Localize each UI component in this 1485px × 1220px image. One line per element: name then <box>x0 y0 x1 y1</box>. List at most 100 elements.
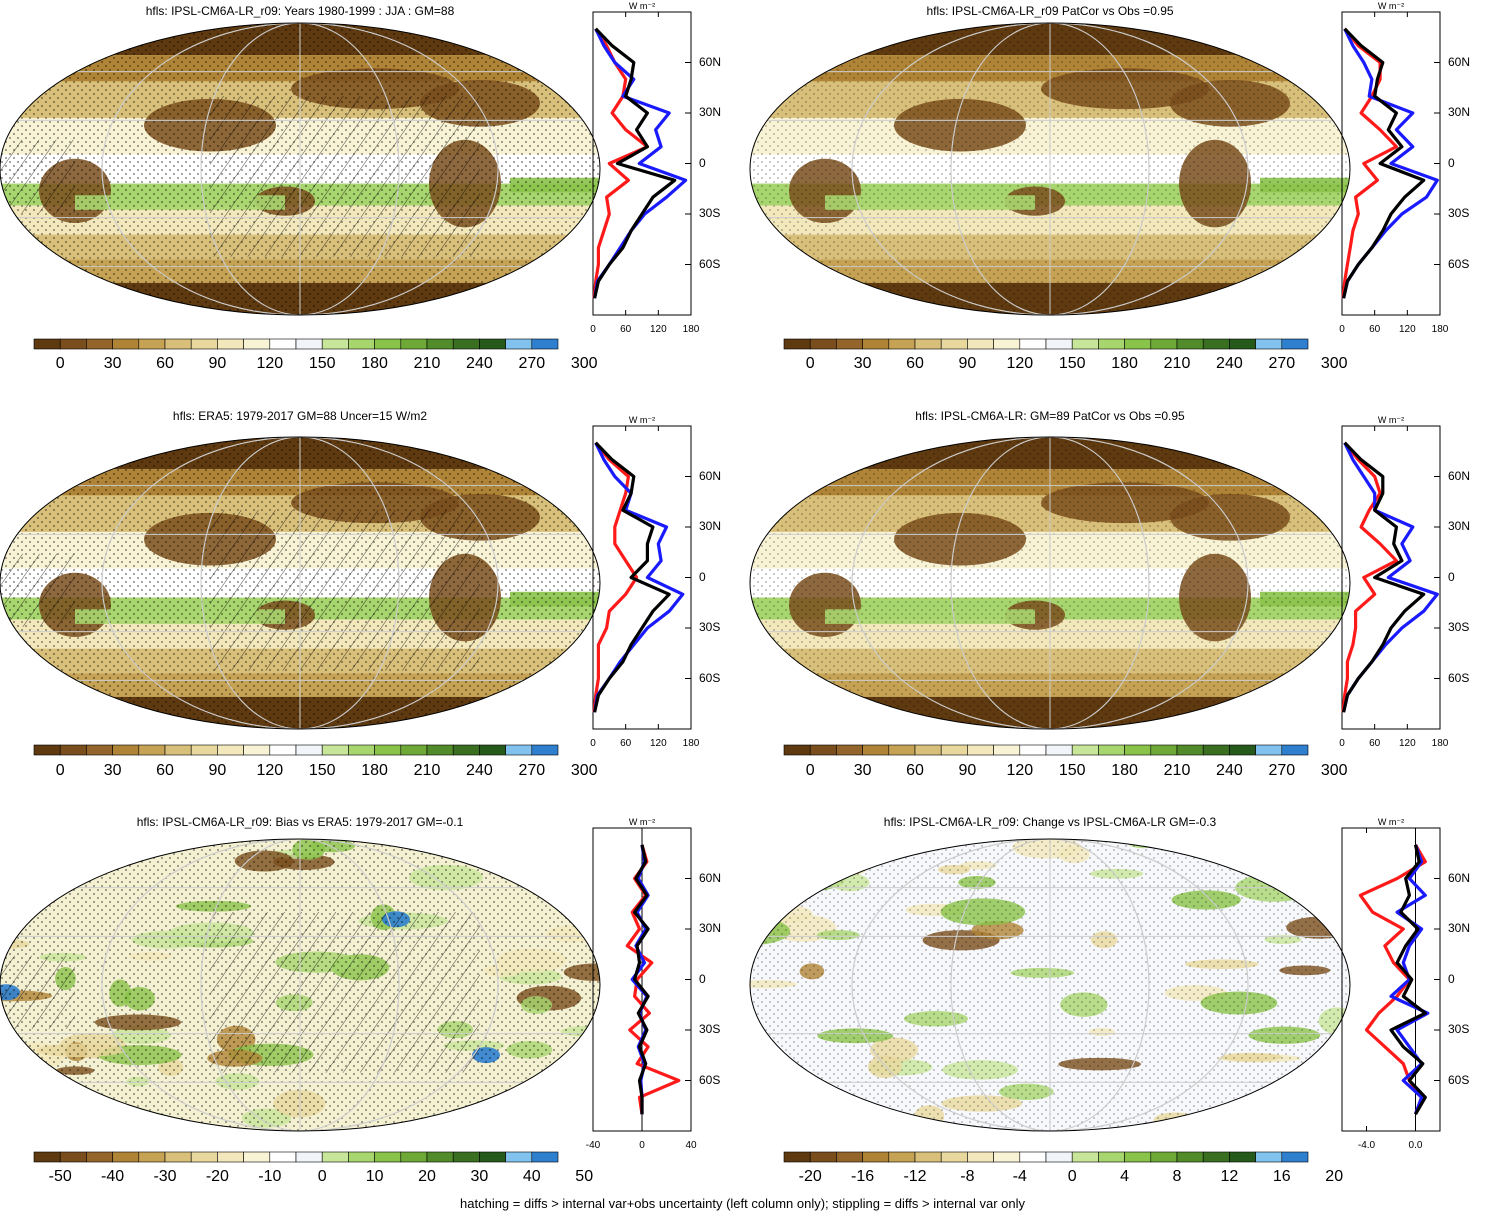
colorbar-swatch <box>862 744 890 756</box>
colorbar-tick-label: 150 <box>308 762 336 779</box>
colorbar-swatch <box>1202 338 1230 350</box>
colorbar-swatch <box>348 744 375 756</box>
map-panel-2 <box>749 22 1351 316</box>
colorbar-swatch <box>888 744 916 756</box>
colorbar-tick-label: 180 <box>361 762 388 779</box>
colorbar-tick-label: 4 <box>1120 1168 1130 1185</box>
colorbar-swatch <box>217 1151 244 1163</box>
colorbar-tick-label: 210 <box>413 355 441 372</box>
colorbar-swatch <box>1098 338 1125 350</box>
colorbar-swatch <box>940 744 968 756</box>
profile-line-obs <box>1342 28 1439 299</box>
colorbar-swatch <box>321 744 349 756</box>
profile-line-diff <box>592 27 650 299</box>
profile-x-tick: 0.0 <box>1408 1140 1423 1151</box>
colorbar-tick-label: 60 <box>906 762 924 779</box>
colorbar-swatch <box>59 1151 87 1163</box>
profile-lat-tick: 30N <box>699 921 722 935</box>
colorbar-5 <box>33 1151 559 1163</box>
colorbar-swatch <box>321 338 349 350</box>
profile-x-tick: 60 <box>620 738 632 749</box>
colorbar-swatch <box>374 744 402 756</box>
diff-patch <box>884 839 956 847</box>
colorbar-swatch <box>914 1151 942 1163</box>
diff-patch <box>29 854 71 864</box>
profile-unit: W m⁻² <box>628 1 656 11</box>
colorbar-swatch <box>1098 1151 1125 1163</box>
profile-lat-tick: 60N <box>1448 468 1471 483</box>
colorbar-swatch <box>862 1151 890 1163</box>
colorbar-tick-label: 240 <box>466 355 493 372</box>
colorbar-swatch <box>1071 338 1099 350</box>
colorbar-tick-label: 0 <box>805 355 815 372</box>
map-panel-4 <box>749 436 1351 730</box>
colorbar-swatch <box>1124 1151 1152 1163</box>
profile-lat-tick: 30N <box>1448 519 1471 533</box>
colorbar-swatch <box>783 744 811 756</box>
colorbar-swatch <box>993 1151 1021 1163</box>
colorbar-swatch <box>1229 744 1256 756</box>
profile-lat-tick: 30S <box>1448 206 1470 220</box>
colorbar-tick-label: 150 <box>308 355 336 372</box>
colorbar-swatch <box>348 338 375 350</box>
colorbar-tick-label: 16 <box>1272 1168 1291 1185</box>
profile-unit: W m⁻² <box>1377 415 1405 425</box>
colorbar-tick-label: 20 <box>1325 1168 1344 1185</box>
profile-lat-tick: 30S <box>1448 1022 1470 1036</box>
zonal-profile-4 <box>1341 425 1441 730</box>
colorbar-tick-label: 210 <box>413 762 441 779</box>
colorbar-tick-label: 270 <box>518 355 546 372</box>
colorbar-swatch <box>836 1151 863 1163</box>
colorbar-tick-label: 240 <box>1216 762 1243 779</box>
zonal-profile-6 <box>1341 827 1441 1132</box>
colorbar-swatch <box>164 1151 192 1163</box>
colorbar-swatch <box>1019 338 1047 350</box>
colorbar-swatch <box>1045 338 1073 350</box>
profile-lat-tick: 60S <box>699 1072 721 1087</box>
zonal-profile-3 <box>592 425 692 730</box>
colorbar-swatch <box>59 744 87 756</box>
colorbar-swatch <box>1071 1151 1099 1163</box>
diff-patch <box>750 865 787 889</box>
profile-x-tick: 60 <box>1369 738 1381 749</box>
colorbar-tick-label: 0 <box>805 762 815 779</box>
colorbar-swatch <box>426 1151 454 1163</box>
profile-x-tick: 120 <box>649 738 667 749</box>
colorbar-swatch <box>1019 1151 1047 1163</box>
colorbar-swatch <box>1124 744 1152 756</box>
profile-x-tick: 120 <box>1398 324 1416 335</box>
zonal-profile-5 <box>592 827 692 1132</box>
profile-x-tick: 180 <box>682 324 700 335</box>
colorbar-swatch <box>836 338 863 350</box>
colorbar-swatch <box>400 338 428 350</box>
colorbar-swatch <box>86 744 113 756</box>
colorbar-swatch <box>1176 744 1204 756</box>
panel-title: hfls: IPSL-CM6A-LR_r09: Change vs IPSL-C… <box>883 815 1217 829</box>
profile-line-model <box>632 844 650 1115</box>
colorbar-swatch <box>190 338 218 350</box>
colorbar-swatch <box>295 338 323 350</box>
colorbar-tick-label: 30 <box>103 355 122 372</box>
profile-lat-tick: 60N <box>699 468 722 483</box>
colorbar-tick-label: 30 <box>853 355 872 372</box>
colorbar-swatch <box>479 1151 506 1163</box>
colorbar-swatch <box>374 338 402 350</box>
profile-lat-tick: 60N <box>699 54 722 69</box>
colorbar-swatch <box>809 338 837 350</box>
profile-lat-tick: 30N <box>699 105 722 119</box>
diff-patch <box>61 848 150 859</box>
profile-lat-tick: 30N <box>1448 921 1471 935</box>
colorbar-tick-label: 150 <box>1058 355 1086 372</box>
colorbar-swatch <box>426 338 454 350</box>
colorbar-tick-label: 270 <box>518 762 546 779</box>
colorbar-tick-label: -50 <box>48 1168 72 1185</box>
colorbar-swatch <box>1045 1151 1073 1163</box>
map-panel-5 <box>0 838 601 1132</box>
profile-lat-tick: 60S <box>1448 670 1470 685</box>
colorbar-tick-label: 120 <box>256 762 284 779</box>
colorbar-tick-label: 40 <box>522 1168 541 1185</box>
panel-title: hfls: IPSL-CM6A-LR_r09 PatCor vs Obs =0.… <box>926 4 1174 18</box>
profile-x-tick: 60 <box>620 324 632 335</box>
colorbar-tick-label: 120 <box>1006 355 1034 372</box>
colorbar-swatch <box>190 1151 218 1163</box>
